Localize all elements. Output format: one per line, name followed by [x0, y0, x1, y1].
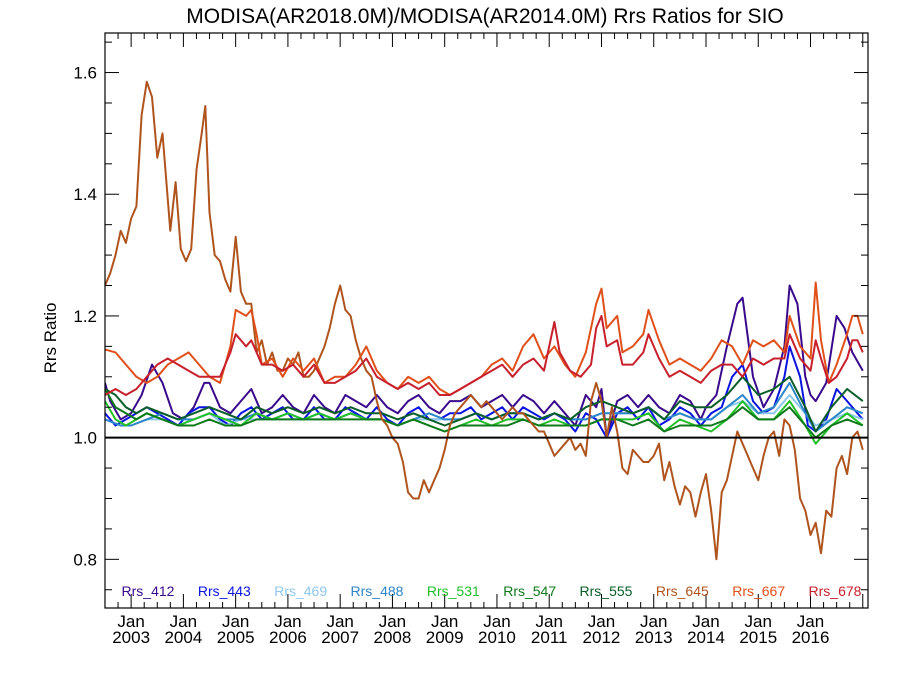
x-tick-label-month: Jan	[326, 612, 353, 631]
y-tick-label: 1.6	[73, 64, 97, 83]
x-tick-label-month: Jan	[483, 612, 510, 631]
x-tick-label-month: Jan	[640, 612, 667, 631]
x-tick-label-month: Jan	[170, 612, 197, 631]
x-tick-label-month: Jan	[117, 612, 144, 631]
legend-label-rrs-678: Rrs_678	[809, 583, 862, 599]
legend-label-rrs-488: Rrs_488	[351, 583, 404, 599]
x-tick-label-month: Jan	[222, 612, 249, 631]
x-tick-label-month: Jan	[274, 612, 301, 631]
x-tick-label-month: Jan	[797, 612, 824, 631]
x-tick-label-year: 2009	[426, 628, 464, 647]
x-tick-label-month: Jan	[588, 612, 615, 631]
x-tick-label-year: 2008	[374, 628, 412, 647]
x-tick-label-year: 2005	[217, 628, 255, 647]
plot-area	[105, 80, 868, 561]
series-line-rrs-412	[105, 284, 864, 439]
x-tick-label-year: 2007	[321, 628, 359, 647]
x-tick-label-month: Jan	[431, 612, 458, 631]
y-axis-label: Rrs Ratio	[41, 303, 60, 374]
x-tick-label-year: 2004	[164, 628, 202, 647]
plot-frame	[104, 32, 869, 609]
series-line-rrs-667	[105, 281, 864, 396]
legend: Rrs_412 Rrs_443 Rrs_469 Rrs_488 Rrs_531 Rrs_5…	[122, 583, 862, 599]
legend-label-rrs-645: Rrs_645	[656, 583, 709, 599]
series-line-rrs-678	[105, 314, 864, 396]
x-tick-label-month: Jan	[745, 612, 772, 631]
x-tick-label-year: 2003	[112, 628, 150, 647]
x-tick-label-year: 2013	[635, 628, 673, 647]
x-tick-label-year: 2011	[531, 628, 568, 647]
series-line-rrs-645	[105, 80, 864, 561]
x-tick-label-year: 2015	[739, 628, 777, 647]
axes: 0.81.01.21.41.6Jan2003Jan2004Jan2005Jan2…	[73, 32, 869, 647]
legend-label-rrs-667: Rrs_667	[732, 583, 785, 599]
x-tick-label-month: Jan	[536, 612, 563, 631]
x-tick-label-month: Jan	[692, 612, 719, 631]
x-tick-label-year: 2006	[269, 628, 307, 647]
x-tick-label-year: 2014	[687, 628, 725, 647]
y-tick-label: 0.8	[73, 550, 97, 569]
legend-label-rrs-555: Rrs_555	[580, 583, 633, 599]
series-line-rrs-531	[105, 400, 864, 445]
legend-label-rrs-469: Rrs_469	[274, 583, 327, 599]
y-tick-label: 1.4	[73, 185, 97, 204]
chart-title: MODISA(AR2018.0M)/MODISA(AR2014.0M) Rrs …	[186, 5, 784, 28]
x-tick-label-year: 2012	[583, 628, 621, 647]
x-tick-label-year: 2016	[792, 628, 830, 647]
x-tick-label-year: 2010	[478, 628, 516, 647]
y-tick-label: 1.0	[73, 429, 97, 448]
series-line-rrs-555	[105, 375, 864, 433]
y-tick-label: 1.2	[73, 307, 97, 326]
legend-label-rrs-547: Rrs_547	[503, 583, 556, 599]
legend-label-rrs-443: Rrs_443	[198, 583, 251, 599]
legend-label-rrs-531: Rrs_531	[427, 583, 480, 599]
series-line-rrs-547	[105, 388, 864, 439]
x-tick-label-month: Jan	[379, 612, 406, 631]
legend-label-rrs-412: Rrs_412	[122, 583, 175, 599]
